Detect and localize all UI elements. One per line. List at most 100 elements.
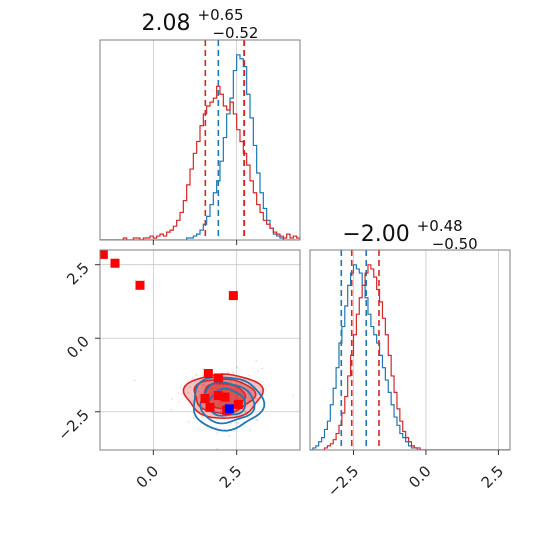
marker-0-6 bbox=[200, 394, 210, 404]
hist-param2-frame bbox=[309, 249, 511, 451]
sample-point-0-51 bbox=[216, 418, 219, 421]
sample-point-1-37 bbox=[256, 419, 259, 422]
sample-point-0-98 bbox=[177, 392, 180, 394]
sample-point-1-14 bbox=[244, 425, 247, 428]
sample-point-1-56 bbox=[239, 383, 242, 385]
sample-point-1-25 bbox=[229, 422, 232, 425]
sample-point-0-116 bbox=[255, 359, 258, 362]
hist-param1-plot-area bbox=[100, 40, 300, 240]
contour-1-level-0 bbox=[192, 376, 266, 432]
marker-0-5 bbox=[213, 373, 223, 383]
sample-point-0-106 bbox=[197, 396, 200, 399]
sample-point-0-118 bbox=[187, 421, 190, 423]
sample-point-0-91 bbox=[244, 410, 247, 413]
sample-point-0-6 bbox=[181, 393, 184, 396]
sample-point-1-29 bbox=[248, 398, 250, 401]
scatter-xtick-label-1: 2.5 bbox=[216, 462, 246, 492]
sample-point-0-32 bbox=[231, 371, 234, 374]
histogram-panel-param2: −2.00 +0.48 −0.50 −2.5 0.0 2.5 bbox=[309, 212, 511, 501]
sample-point-1-16 bbox=[249, 428, 251, 431]
sample-point-1-106 bbox=[195, 373, 198, 376]
param2-median: −2.00 bbox=[342, 222, 409, 247]
sample-point-0-97 bbox=[203, 384, 206, 387]
sample-point-0-23 bbox=[202, 368, 204, 370]
sample-point-0-15 bbox=[219, 410, 222, 413]
hist-param1-series-0-step bbox=[100, 54, 300, 240]
sample-point-0-93 bbox=[201, 416, 204, 419]
histogram-param1-title: 2.08 +0.65 −0.52 bbox=[142, 1, 259, 42]
sample-point-0-50 bbox=[185, 376, 187, 379]
hist-param2-xtick-label-1: 0.0 bbox=[405, 462, 435, 492]
sample-point-0-76 bbox=[191, 377, 194, 380]
scatter-plot-area bbox=[100, 250, 295, 450]
sample-point-1-118 bbox=[200, 392, 203, 394]
histogram-param2-title: −2.00 +0.48 −0.50 bbox=[342, 212, 477, 253]
sample-point-1-67 bbox=[248, 397, 251, 400]
sample-point-0-110 bbox=[247, 393, 249, 396]
marker-0-9 bbox=[233, 399, 243, 409]
hist-param2-plot-area bbox=[310, 250, 510, 450]
sample-point-1-15 bbox=[248, 396, 250, 399]
sample-point-0-101 bbox=[216, 447, 219, 450]
hist-param1-frame bbox=[99, 39, 301, 241]
sample-point-0-114 bbox=[264, 388, 267, 391]
sample-point-1-105 bbox=[228, 434, 231, 437]
sample-point-1-73 bbox=[201, 387, 203, 390]
sample-point-0-66 bbox=[202, 384, 204, 387]
marker-0-8 bbox=[220, 392, 230, 402]
sample-point-0-86 bbox=[200, 383, 203, 386]
sample-point-1-97 bbox=[226, 371, 229, 374]
sample-point-0-14 bbox=[178, 401, 180, 403]
sample-point-1-76 bbox=[216, 432, 219, 435]
sample-point-0-38 bbox=[209, 420, 212, 423]
sample-point-0-58 bbox=[197, 390, 200, 393]
hist-param1-series-1-step bbox=[100, 85, 300, 240]
param1-upper-error: +0.65 bbox=[198, 6, 244, 24]
scatter-frame bbox=[99, 249, 301, 451]
sample-point-1-89 bbox=[260, 381, 262, 384]
param1-median: 2.08 bbox=[142, 11, 191, 36]
sample-point-1-96 bbox=[236, 366, 239, 369]
marker-0-3 bbox=[228, 291, 238, 301]
sample-point-0-119 bbox=[170, 398, 173, 401]
sample-point-0-81 bbox=[133, 379, 136, 382]
sample-point-0-100 bbox=[179, 386, 182, 389]
sample-point-0-39 bbox=[203, 383, 205, 386]
scatter-panel-param1-param2: 0.0 2.5 −2.5 0.0 2.5 bbox=[54, 249, 301, 492]
hist-param2-xtick-label-2: 2.5 bbox=[478, 462, 508, 492]
hist-param2-series-1-step bbox=[310, 264, 510, 450]
sample-point-0-79 bbox=[187, 391, 190, 394]
sample-point-0-109 bbox=[201, 419, 204, 422]
sample-point-0-5 bbox=[259, 390, 262, 393]
sample-point-1-94 bbox=[237, 422, 240, 425]
sample-point-1-102 bbox=[192, 417, 195, 420]
sample-point-0-22 bbox=[255, 419, 258, 421]
sample-point-1-88 bbox=[170, 408, 173, 411]
marker-0-2 bbox=[135, 280, 145, 290]
sample-point-0-45 bbox=[246, 397, 249, 400]
histogram-panel-param1: 2.08 +0.65 −0.52 bbox=[99, 1, 301, 245]
sample-point-1-18 bbox=[236, 421, 239, 424]
sample-point-0-26 bbox=[254, 397, 257, 400]
sample-point-0-37 bbox=[257, 370, 260, 372]
sample-point-0-117 bbox=[189, 385, 191, 388]
sample-point-1-81 bbox=[228, 424, 231, 427]
sample-point-1-53 bbox=[219, 410, 222, 412]
sample-point-0-53 bbox=[249, 404, 252, 407]
hist-param2-xtick-label-0: −2.5 bbox=[324, 462, 362, 500]
sample-point-0-1 bbox=[195, 374, 198, 377]
param2-upper-error: +0.48 bbox=[417, 217, 463, 235]
sample-point-1-61 bbox=[255, 412, 257, 415]
scatter-ytick-label-2: 2.5 bbox=[63, 259, 93, 289]
sample-point-0-40 bbox=[201, 374, 204, 377]
sample-point-0-31 bbox=[191, 400, 194, 403]
sample-point-1-108 bbox=[234, 421, 236, 424]
sample-point-1-79 bbox=[248, 374, 251, 377]
marker-0-7 bbox=[213, 391, 223, 401]
marker-0-0 bbox=[100, 250, 108, 259]
scatter-ytick-label-1: 0.0 bbox=[63, 332, 93, 362]
sample-point-1-70 bbox=[229, 380, 232, 382]
sample-point-0-48 bbox=[187, 379, 190, 382]
sample-point-1-17 bbox=[197, 428, 199, 431]
marker-1-0 bbox=[224, 404, 234, 414]
